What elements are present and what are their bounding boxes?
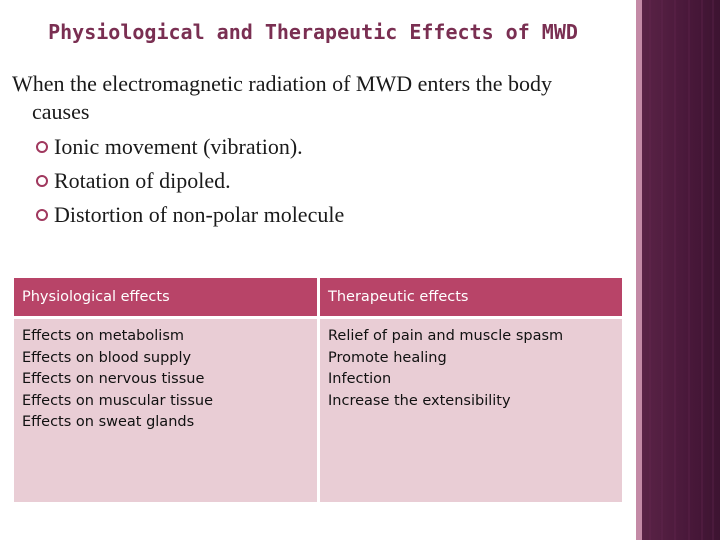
intro-line-1: When the electromagnetic radiation of MW… — [12, 71, 553, 96]
list-item: Relief of pain and muscle spasm — [328, 328, 564, 344]
intro-text: When the electromagnetic radiation of MW… — [12, 70, 622, 126]
header-therapeutic: Therapeutic effects — [320, 278, 622, 319]
slide-title: Physiological and Therapeutic Effects of… — [48, 20, 578, 44]
decorative-side-rail — [642, 0, 720, 540]
list-item: Effects on sweat glands — [22, 414, 195, 430]
circle-bullet-icon — [36, 141, 48, 153]
list-item: Effects on muscular tissue — [22, 392, 214, 409]
bullet-list: Ionic movement (vibration). Rotation of … — [12, 130, 622, 232]
bullet-text: Rotation of dipoled. — [54, 168, 231, 193]
header-physiological: Physiological effects — [14, 278, 320, 319]
table-row: Effects on metabolism Effects on blood s… — [14, 319, 622, 502]
list-item: Effects on nervous tissue — [22, 371, 205, 387]
effects-table: Physiological effects Therapeutic effect… — [14, 278, 622, 502]
list-item: Promote healing — [328, 349, 447, 366]
intro-line-2: causes — [32, 99, 90, 124]
list-item: Effects on blood supply — [22, 349, 192, 366]
bullet-item: Distortion of non-polar molecule — [12, 198, 622, 232]
circle-bullet-icon — [36, 209, 48, 221]
slide-body: When the electromagnetic radiation of MW… — [12, 70, 622, 232]
decorative-rail-edge — [636, 0, 642, 540]
bullet-item: Rotation of dipoled. — [12, 164, 622, 198]
table-header-row: Physiological effects Therapeutic effect… — [14, 278, 622, 319]
physiological-effects-cell: Effects on metabolism Effects on blood s… — [14, 319, 320, 502]
circle-bullet-icon — [36, 175, 48, 187]
bullet-text: Distortion of non-polar molecule — [54, 202, 345, 227]
bullet-item: Ionic movement (vibration). — [12, 130, 622, 164]
list-item: Infection — [328, 371, 392, 387]
list-item: Effects on metabolism — [22, 328, 184, 344]
list-item: Increase the extensibility — [328, 392, 511, 409]
bullet-text: Ionic movement (vibration). — [54, 134, 303, 159]
rail-texture — [649, 0, 714, 540]
therapeutic-effects-cell: Relief of pain and muscle spasm Promote … — [320, 319, 622, 502]
